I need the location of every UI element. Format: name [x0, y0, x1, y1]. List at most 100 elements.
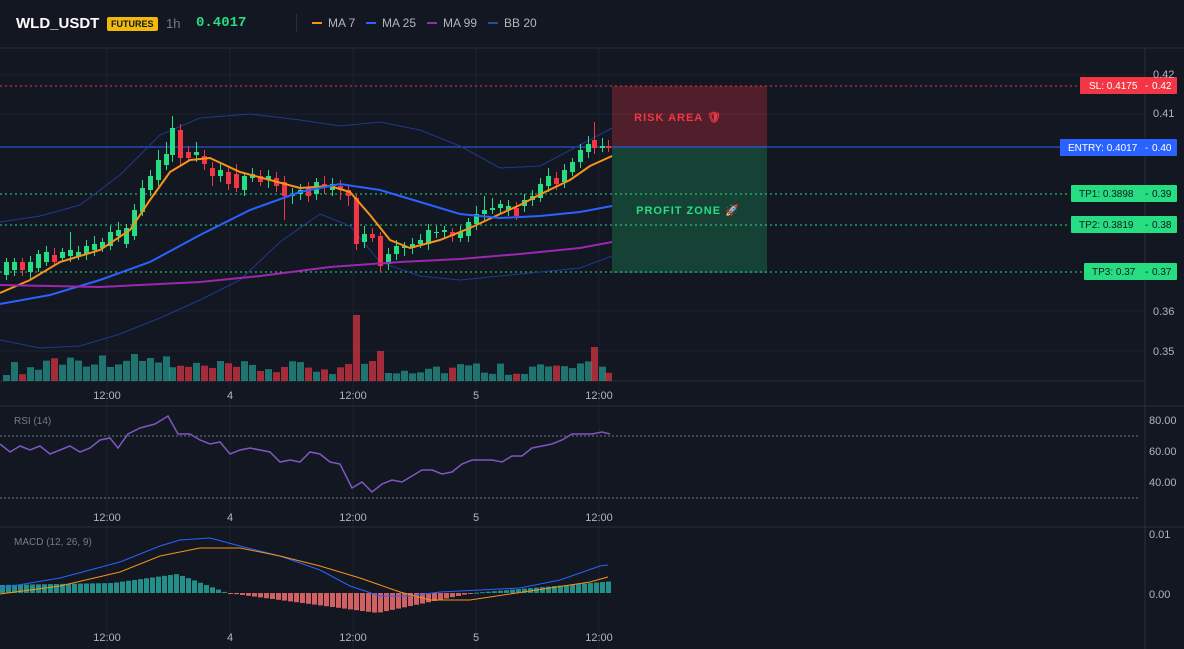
- volume-bar: [249, 364, 256, 381]
- price-axis[interactable]: 0.42 0.41 0.36 0.35: [1153, 69, 1174, 358]
- symbol-name[interactable]: WLD_USDT: [16, 15, 100, 32]
- macd-bar: [78, 583, 83, 593]
- sl-tag-price: 0.42: [1152, 81, 1172, 92]
- tp3-tag[interactable]: TP3: 0.37 - 0.37: [1084, 263, 1177, 280]
- macd-bar: [552, 586, 557, 593]
- legend-ma25[interactable]: MA 25: [366, 16, 416, 30]
- moving-averages: [0, 155, 613, 305]
- candle-body: [354, 198, 359, 244]
- candle-body: [600, 146, 605, 148]
- macd-bar: [222, 591, 227, 593]
- entry-tag[interactable]: ENTRY: 0.4017 - 0.40: [1060, 139, 1177, 156]
- sl-tag[interactable]: SL: 0.4175 0.42 -: [1080, 77, 1177, 94]
- macd-bar: [228, 593, 233, 594]
- macd-signal-line: [0, 547, 609, 601]
- entry-tag-label: ENTRY: 0.4017: [1068, 143, 1138, 154]
- price-tick: 0.36: [1153, 306, 1174, 318]
- profit-zone-label: PROFIT ZONE 🚀: [636, 204, 740, 217]
- chart-header: WLD_USDT FUTURES 1h 0.4017 MA 7 MA 25 MA…: [0, 0, 1184, 48]
- bollinger-bands: [0, 113, 613, 349]
- volume-bar: [43, 360, 50, 381]
- volume-bar: [337, 367, 344, 381]
- macd-bar: [354, 593, 359, 611]
- rsi-path: [0, 414, 611, 494]
- timeframe-selector[interactable]: 1h: [166, 16, 181, 31]
- volume-bar: [537, 364, 544, 381]
- volume-bar: [561, 366, 568, 381]
- macd-bar: [180, 575, 185, 593]
- volume-bar: [139, 360, 146, 381]
- candle-body: [410, 244, 415, 248]
- candle-body: [282, 182, 287, 196]
- volume-bar: [289, 361, 296, 381]
- volume-bar: [107, 366, 114, 381]
- volume-bar: [481, 372, 488, 381]
- candle-body: [442, 230, 447, 232]
- macd-bar: [594, 582, 599, 593]
- candle-body: [100, 242, 105, 248]
- volume-bar: [233, 366, 240, 381]
- legend-ma99[interactable]: MA 99: [427, 16, 477, 30]
- macd-bar: [90, 583, 95, 593]
- macd-label[interactable]: MACD (12, 26, 9): [14, 537, 92, 548]
- macd-bar: [240, 593, 245, 595]
- macd-bar: [540, 587, 545, 593]
- volume-bar: [115, 364, 122, 381]
- tp1-tag[interactable]: TP1: 0.3898 - 0.39: [1071, 185, 1177, 202]
- time-tick: 12:00: [339, 390, 367, 402]
- candle-body: [60, 252, 65, 258]
- legend-ma7[interactable]: MA 7: [312, 16, 355, 30]
- candle-body: [12, 262, 17, 270]
- tp2-tag[interactable]: TP2: 0.3819 - 0.38: [1071, 216, 1177, 233]
- rsi-label[interactable]: RSI (14): [14, 416, 51, 427]
- macd-bar: [318, 593, 323, 606]
- candle-body: [346, 190, 351, 196]
- macd-bar: [216, 589, 221, 593]
- risk-area-zone[interactable]: [612, 86, 767, 147]
- macd-bar: [576, 584, 581, 593]
- volume-bar: [473, 363, 480, 381]
- volume-bar: [67, 357, 74, 381]
- tp3-tag-label: TP3: 0.37: [1092, 267, 1136, 278]
- time-tick: 12:00: [339, 512, 367, 524]
- candle-body: [36, 254, 41, 268]
- volume-bar: [425, 368, 432, 381]
- candle-body: [186, 152, 191, 158]
- time-tick: 4: [227, 632, 233, 644]
- tp3-tag-sep: -: [1145, 267, 1148, 278]
- candle-body: [210, 168, 215, 176]
- candle-body: [370, 234, 375, 238]
- volume-bar: [401, 370, 408, 381]
- time-tick: 12:00: [585, 632, 613, 644]
- volume-bar: [353, 315, 360, 381]
- candle-body: [52, 255, 57, 262]
- macd-bar: [414, 593, 419, 605]
- volume-bar: [83, 366, 90, 381]
- volume-bar: [19, 374, 26, 381]
- macd-bar: [144, 578, 149, 593]
- macd-bar: [438, 593, 443, 600]
- candle-body: [490, 208, 495, 210]
- profit-zone[interactable]: [612, 147, 767, 273]
- candle-body: [234, 174, 239, 188]
- time-tick: 4: [227, 390, 233, 402]
- legend-bb20[interactable]: BB 20: [488, 16, 537, 30]
- macd-bar: [348, 593, 353, 610]
- macd-bar: [522, 588, 527, 593]
- volume-bar: [521, 373, 528, 381]
- ma7-swatch: [312, 22, 322, 24]
- volume-bar: [441, 373, 448, 381]
- macd-bar: [168, 574, 173, 593]
- ma25-line: [0, 182, 613, 305]
- last-price: 0.4017: [196, 15, 247, 31]
- price-tick: 0.42: [1153, 69, 1174, 81]
- candle-body: [474, 214, 479, 224]
- macd-bar: [24, 584, 29, 593]
- macd-bar: [114, 582, 119, 593]
- macd-bar: [282, 593, 287, 601]
- candle-body: [68, 250, 73, 256]
- macd-bar: [174, 574, 179, 593]
- tp1-tag-label: TP1: 0.3898: [1079, 189, 1134, 200]
- macd-bar: [192, 580, 197, 593]
